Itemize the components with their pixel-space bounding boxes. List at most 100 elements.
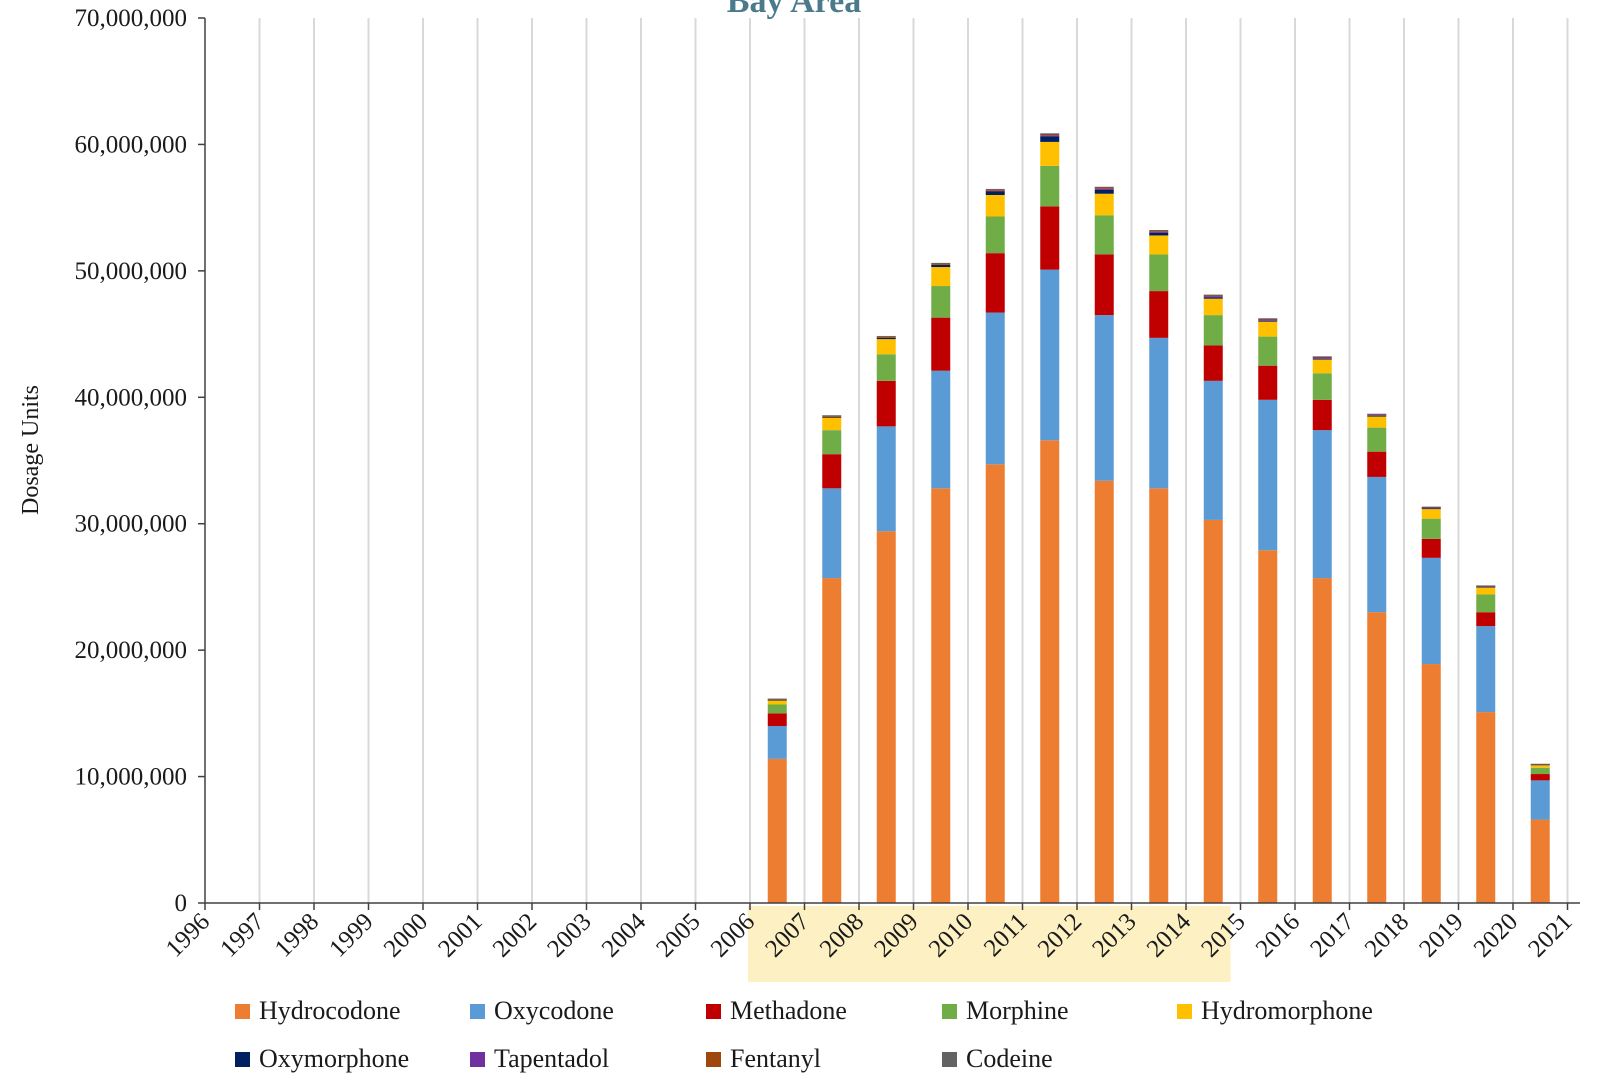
legend-item-codeine: Codeine [942,1044,1053,1073]
x-tick-label-2019: 2019 [1414,908,1468,962]
bar-segment-oxycodone-2019 [1476,626,1496,713]
legend-swatch [470,1004,485,1019]
bar-segment-tapentadol-2015 [1258,319,1278,321]
legend-swatch [235,1052,250,1067]
bar-segment-methadone-2020 [1530,774,1550,781]
bar-segment-morphine-2015 [1258,336,1278,366]
bar-segment-hydromorphone-2014 [1203,298,1223,316]
legend-swatch [942,1052,957,1067]
bar-segment-hydrocodone-2010 [985,464,1005,903]
bar-segment-hydrocodone-2006 [767,758,787,903]
highlight-band [748,906,1231,982]
bar-segment-methadone-2010 [985,253,1005,313]
bar-segment-hydrocodone-2015 [1258,550,1278,903]
legend-swatch [706,1052,721,1067]
bar-segment-tapentadol-2013 [1149,231,1169,233]
bar-segment-hydromorphone-2008 [876,339,896,355]
bar-segment-hydromorphone-2010 [985,195,1005,217]
bar-segment-codeine-2018 [1421,506,1441,508]
legend-swatch [706,1004,721,1019]
y-axis-title: Dosage Units [18,385,44,515]
x-tick-label-2002: 2002 [488,908,542,962]
bar-segment-oxymorphone-2015 [1258,320,1278,322]
legend-swatch [235,1004,250,1019]
bar-segment-methadone-2012 [1094,254,1114,316]
y-tick-labels: 0 10,000,000 20,000,000 30,000,000 40,000,00… [75,5,188,917]
x-tick-label-2004: 2004 [597,908,652,963]
bar-segment-codeine-2007 [822,415,842,417]
bar-segment-codeine-2015 [1258,318,1278,320]
x-tick-label-1997: 1997 [215,908,269,962]
bar-segment-hydromorphone-2017 [1367,416,1387,428]
bar-segment-fentanyl-2007 [822,415,842,417]
axis-layer [198,17,1580,910]
chart-title: Bay Area [727,0,861,20]
bar-segment-methadone-2018 [1421,538,1441,558]
legend-swatch [942,1004,957,1019]
bar-segment-oxymorphone-2013 [1149,232,1169,236]
legend-label: Hydromorphone [1201,996,1373,1025]
bar-segment-oxycodone-2009 [931,370,951,489]
bar-segment-oxymorphone-2006 [767,699,787,701]
bar-segment-hydromorphone-2012 [1094,193,1114,216]
bar-segment-hydromorphone-2015 [1258,321,1278,337]
bar-segment-fentanyl-2008 [876,336,896,338]
y-tick-label: 50,000,000 [75,258,188,285]
bar-segment-oxycodone-2016 [1312,430,1332,579]
bar-segment-oxymorphone-2016 [1312,358,1332,360]
bar-segment-methadone-2009 [931,317,951,371]
bar-segment-tapentadol-2016 [1312,357,1332,359]
y-tick-label: 30,000,000 [75,511,188,538]
bar-segment-morphine-2019 [1476,594,1496,613]
bar-segment-oxymorphone-2017 [1367,415,1387,417]
x-tick-label-2005: 2005 [651,908,705,962]
bar-segment-codeine-2016 [1312,356,1332,358]
bar-segment-oxymorphone-2009 [931,264,951,268]
x-tick-label-1999: 1999 [324,908,378,962]
legend-item-oxymorphone: Oxymorphone [235,1044,409,1073]
legend-label: Tapentadol [494,1044,609,1073]
bar-segment-hydromorphone-2018 [1421,508,1441,519]
bar-segment-methadone-2019 [1476,612,1496,627]
legend-item-tapentadol: Tapentadol [470,1044,609,1073]
bar-segment-methadone-2016 [1312,399,1332,431]
legend-item-methadone: Methadone [706,996,847,1025]
bar-segment-methadone-2013 [1149,291,1169,338]
legend-label: Fentanyl [730,1044,821,1073]
bar-segment-hydrocodone-2008 [876,531,896,903]
bar-segment-tapentadol-2011 [1040,135,1060,137]
bar-segment-oxycodone-2014 [1203,380,1223,520]
bar-segment-morphine-2017 [1367,427,1387,452]
bar-segment-oxycodone-2018 [1421,557,1441,665]
bar-segment-hydromorphone-2013 [1149,235,1169,255]
bar-segment-codeine-2010 [985,188,1005,190]
bar-segment-oxycodone-2015 [1258,399,1278,551]
bar-layer [767,133,1550,903]
x-tick-label-2003: 2003 [542,908,596,962]
bar-segment-hydrocodone-2016 [1312,578,1332,903]
bar-segment-fentanyl-2009 [931,263,951,265]
x-tick-label-1996: 1996 [161,908,215,962]
bar-segment-fentanyl-2015 [1258,318,1278,320]
bar-segment-hydromorphone-2019 [1476,586,1496,595]
bar-segment-tapentadol-2017 [1367,414,1387,416]
y-tick-label: 40,000,000 [75,384,188,411]
bar-segment-morphine-2013 [1149,254,1169,292]
bar-segment-tapentadol-2012 [1094,188,1114,190]
y-tick-label: 60,000,000 [75,131,188,158]
bar-segment-codeine-2014 [1203,294,1223,296]
bar-segment-oxymorphone-2007 [822,416,842,418]
bar-segment-oxycodone-2011 [1040,269,1060,441]
bar-segment-morphine-2009 [931,286,951,318]
bar-segment-oxymorphone-2012 [1094,189,1114,194]
legend-label: Oxycodone [494,996,614,1025]
bar-segment-codeine-2011 [1040,133,1060,135]
bar-segment-codeine-2009 [931,262,951,264]
bar-segment-hydromorphone-2006 [767,700,787,705]
legend-label: Morphine [966,996,1069,1025]
bar-segment-fentanyl-2010 [985,189,1005,191]
grid-layer [258,18,1569,903]
bar-segment-oxycodone-2006 [767,726,787,759]
x-tick-label-2001: 2001 [433,908,487,962]
